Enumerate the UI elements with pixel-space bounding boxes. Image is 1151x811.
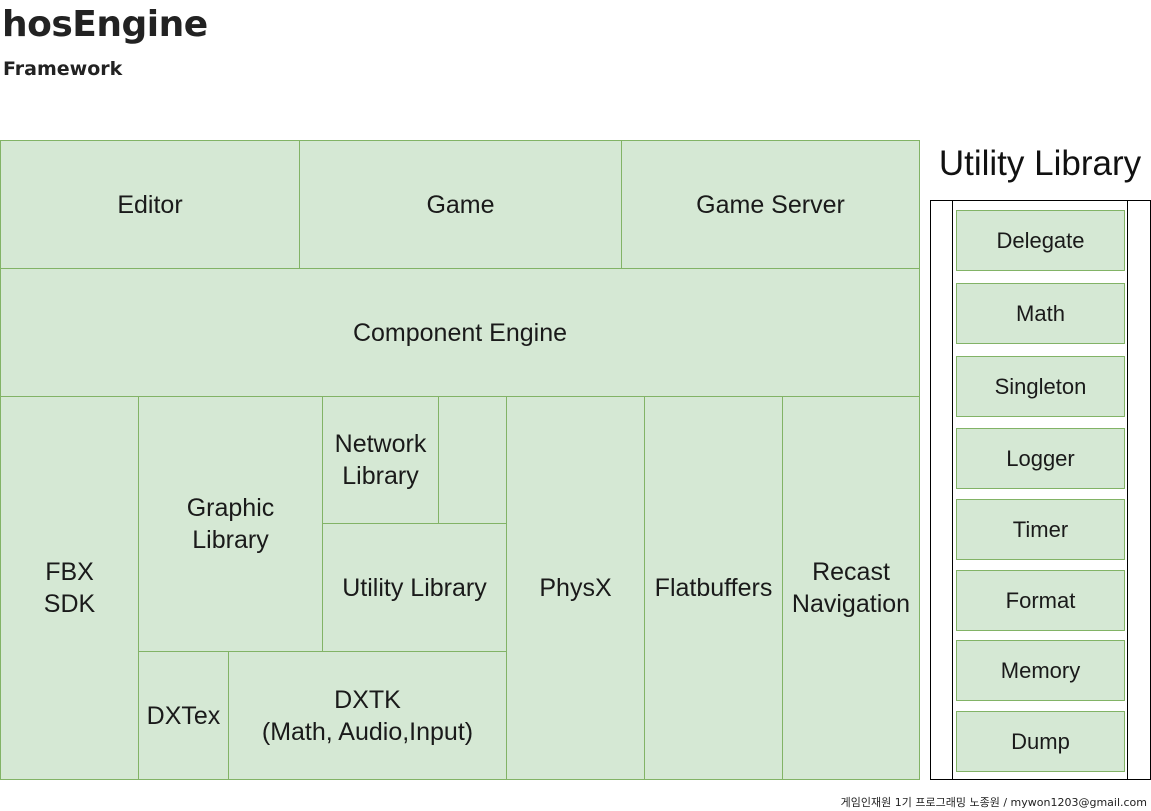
utility-item-dump: Dump <box>956 711 1125 772</box>
footer-credit: 게임인재원 1기 프로그래밍 노종원 / mywon1203@gmail.com <box>840 796 1147 809</box>
game-block: Game <box>299 140 622 269</box>
flatbuffers-label: Flatbuffers <box>654 574 773 602</box>
utility-panel-title: Utility Library <box>938 144 1142 183</box>
utility-library-label: Utility Library <box>342 573 487 602</box>
editor-label: Editor <box>117 190 183 219</box>
component-engine-label: Component Engine <box>352 318 568 347</box>
utility-item-singleton: Singleton <box>956 356 1125 417</box>
recast-navigation-block: Recast Navigation <box>782 396 920 780</box>
flatbuffers-block: Flatbuffers <box>644 396 783 780</box>
page-subtitle: Framework <box>3 58 123 80</box>
component-engine-block: Component Engine <box>0 268 920 397</box>
dxtk-label: DXTK (Math, Audio,Input) <box>261 685 474 746</box>
utility-item-logger: Logger <box>956 428 1125 489</box>
dxtk-block: DXTK (Math, Audio,Input) <box>228 651 507 780</box>
fbx-sdk-label: FBX SDK <box>43 558 96 618</box>
physx-label: PhysX <box>539 574 612 602</box>
utility-item-delegate: Delegate <box>956 210 1125 271</box>
utility-panel-inner <box>952 200 1128 780</box>
dxtex-block: DXTex <box>138 651 229 780</box>
network-library-block: Network Library <box>322 396 439 524</box>
dxtex-label: DXTex <box>146 701 221 730</box>
game-server-block: Game Server <box>621 140 920 269</box>
utility-item-memory: Memory <box>956 640 1125 701</box>
graphic-library-label: Graphic Library <box>186 494 275 554</box>
fbx-sdk-block: FBX SDK <box>0 396 139 780</box>
utility-item-format: Format <box>956 570 1125 631</box>
recast-navigation-label: Recast Navigation <box>791 558 911 618</box>
graphic-library-block: Graphic Library <box>138 396 323 652</box>
game-label: Game <box>426 190 495 219</box>
utility-library-block: Utility Library <box>322 523 507 652</box>
utility-item-timer: Timer <box>956 499 1125 560</box>
game-server-label: Game Server <box>696 190 845 219</box>
network-library-label: Network Library <box>334 430 427 490</box>
physx-block: PhysX <box>506 396 645 780</box>
page-title: hosEngine <box>2 4 208 45</box>
utility-item-math: Math <box>956 283 1125 344</box>
editor-block: Editor <box>0 140 300 269</box>
